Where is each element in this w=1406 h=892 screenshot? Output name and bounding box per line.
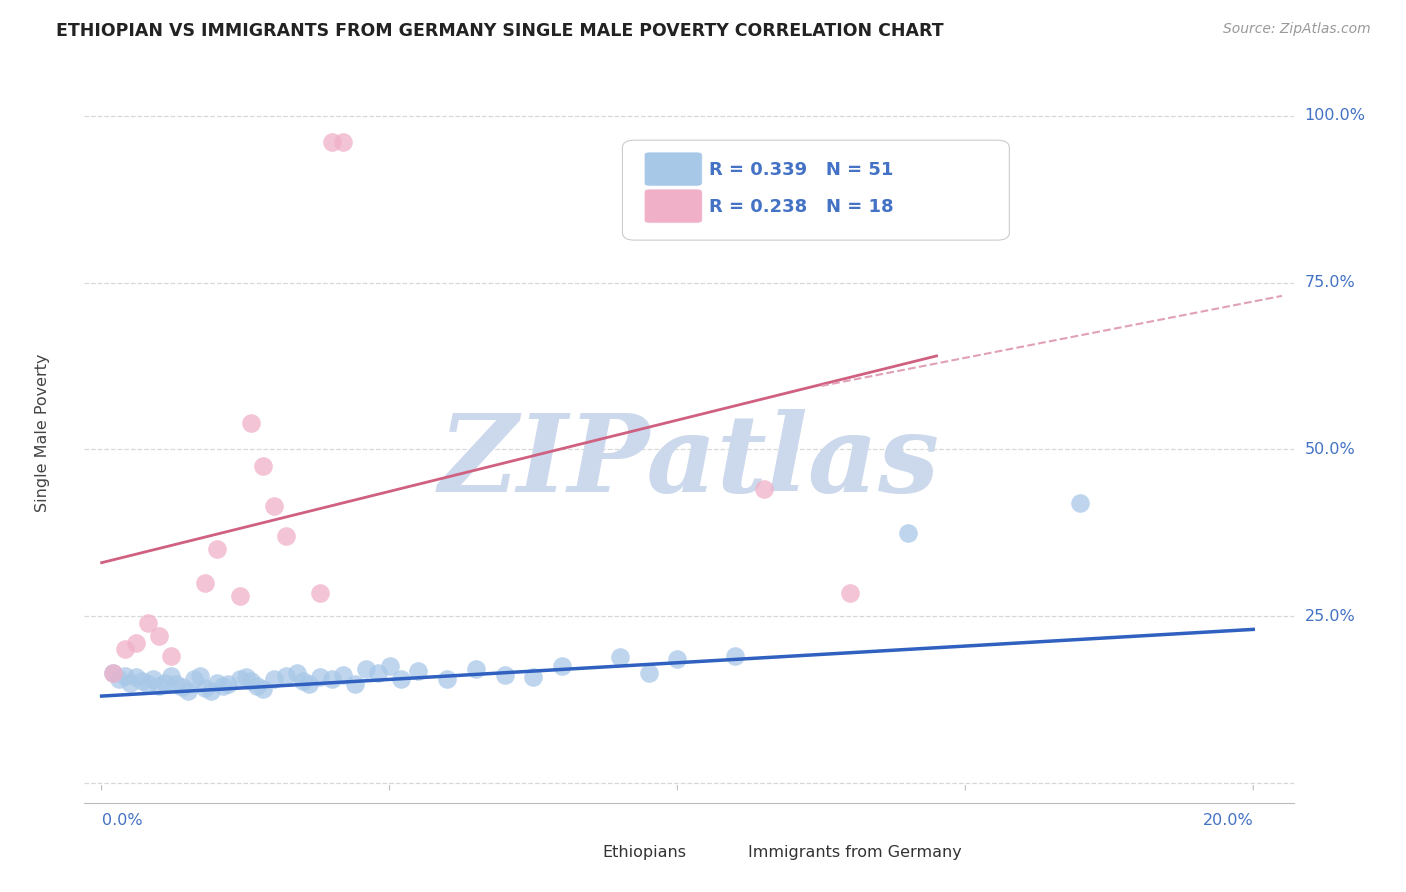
Point xyxy=(522,670,544,684)
FancyBboxPatch shape xyxy=(644,152,702,186)
Text: 0.0%: 0.0% xyxy=(101,814,142,829)
Text: 100.0%: 100.0% xyxy=(1305,108,1365,123)
Point xyxy=(120,675,142,690)
Point xyxy=(177,683,200,698)
Text: 75.0%: 75.0% xyxy=(1305,275,1355,290)
Point xyxy=(172,681,194,695)
Text: 20.0%: 20.0% xyxy=(1202,814,1253,829)
Point xyxy=(205,675,228,690)
Point xyxy=(343,677,366,691)
Point xyxy=(252,458,274,473)
Text: ZIPatlas: ZIPatlas xyxy=(439,409,939,516)
Point xyxy=(464,662,486,676)
Point xyxy=(246,679,269,693)
Point xyxy=(240,416,263,430)
Point xyxy=(332,136,354,150)
Text: Single Male Poverty: Single Male Poverty xyxy=(35,353,49,512)
Point xyxy=(125,636,148,650)
Point xyxy=(274,669,297,683)
Point xyxy=(194,575,217,590)
Text: Source: ZipAtlas.com: Source: ZipAtlas.com xyxy=(1223,22,1371,37)
Point xyxy=(159,648,181,663)
Point xyxy=(666,652,689,666)
Point xyxy=(839,585,862,599)
Point xyxy=(752,483,775,497)
Point xyxy=(637,665,659,680)
FancyBboxPatch shape xyxy=(623,140,1010,240)
Text: R = 0.339   N = 51: R = 0.339 N = 51 xyxy=(710,161,894,178)
Point xyxy=(367,665,389,680)
Point xyxy=(274,529,297,543)
Text: 50.0%: 50.0% xyxy=(1305,442,1355,457)
Point xyxy=(205,542,228,557)
Text: ETHIOPIAN VS IMMIGRANTS FROM GERMANY SINGLE MALE POVERTY CORRELATION CHART: ETHIOPIAN VS IMMIGRANTS FROM GERMANY SIN… xyxy=(56,22,943,40)
Point xyxy=(229,673,252,687)
Point xyxy=(609,650,631,665)
Point xyxy=(897,525,920,540)
Text: Ethiopians: Ethiopians xyxy=(602,845,686,860)
Point xyxy=(309,585,332,599)
Point xyxy=(309,670,332,684)
Point xyxy=(188,669,211,683)
Point xyxy=(101,665,124,680)
Point xyxy=(332,667,354,681)
Text: 25.0%: 25.0% xyxy=(1305,608,1355,624)
Point xyxy=(263,499,285,513)
Point xyxy=(494,667,516,681)
Point xyxy=(229,589,252,603)
Point xyxy=(356,662,378,676)
Point xyxy=(378,659,401,673)
Point xyxy=(321,673,343,687)
Point xyxy=(240,674,263,689)
Point xyxy=(136,615,159,630)
Point xyxy=(235,670,257,684)
FancyBboxPatch shape xyxy=(644,189,702,223)
Point xyxy=(263,673,285,687)
Point xyxy=(136,677,159,691)
Point xyxy=(436,673,458,687)
Point xyxy=(287,665,309,680)
Point xyxy=(142,673,165,687)
Point xyxy=(108,673,131,687)
FancyBboxPatch shape xyxy=(553,841,599,864)
Point xyxy=(200,683,222,698)
Point xyxy=(131,674,153,689)
Point xyxy=(298,677,321,691)
Point xyxy=(194,681,217,695)
Point xyxy=(551,659,574,673)
Point xyxy=(101,665,124,680)
Point xyxy=(408,664,430,678)
Point xyxy=(114,669,136,683)
Point xyxy=(211,679,233,693)
Text: Immigrants from Germany: Immigrants from Germany xyxy=(748,845,962,860)
Point xyxy=(183,673,205,687)
Point xyxy=(125,670,148,684)
Point xyxy=(148,679,170,693)
Point xyxy=(166,677,188,691)
Point xyxy=(159,669,181,683)
Point xyxy=(724,648,747,663)
Point xyxy=(389,673,412,687)
Point xyxy=(148,629,170,643)
Text: R = 0.238   N = 18: R = 0.238 N = 18 xyxy=(710,198,894,216)
Point xyxy=(217,677,239,691)
Point xyxy=(321,136,343,150)
Point xyxy=(1069,496,1091,510)
Point xyxy=(252,682,274,697)
Point xyxy=(114,642,136,657)
Point xyxy=(292,674,315,689)
FancyBboxPatch shape xyxy=(697,841,744,864)
Point xyxy=(153,675,176,690)
